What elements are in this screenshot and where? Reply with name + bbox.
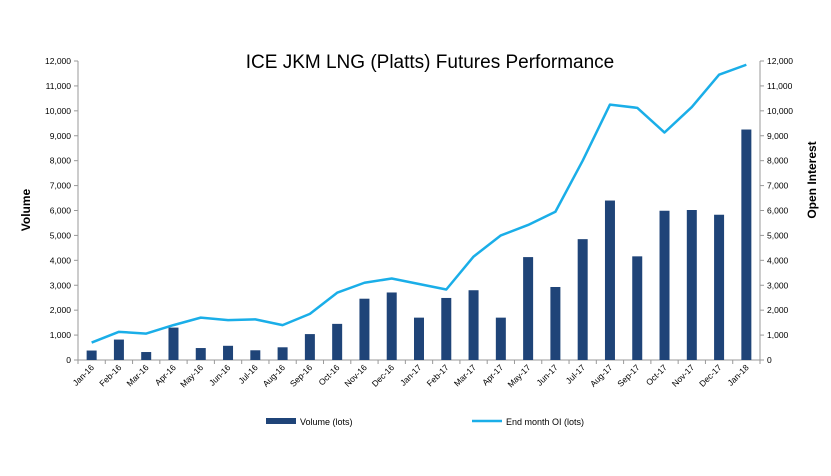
bar-volume — [168, 327, 179, 360]
y-tick-label-right: 2,000 — [767, 305, 789, 315]
legend-swatch-volume — [266, 418, 296, 424]
legend: Volume (lots) End month OI (lots) — [266, 417, 584, 427]
x-tick-label: May-17 — [505, 362, 532, 389]
x-tick-label: Jun-16 — [207, 362, 233, 388]
y-axis-left-label: Volume — [19, 188, 33, 231]
y-tick-label-left: 8,000 — [50, 156, 72, 166]
x-tick-label: Feb-17 — [425, 362, 451, 388]
bar-volume — [659, 210, 670, 360]
bar-volume — [223, 345, 234, 360]
x-tick-label: Jul-17 — [564, 362, 588, 386]
y-tick-label-right: 12,000 — [767, 56, 793, 66]
bar-volume — [195, 348, 206, 360]
bar-volume — [632, 256, 643, 360]
y-tick-label-right: 9,000 — [767, 131, 789, 141]
legend-label-volume: Volume (lots) — [300, 417, 353, 427]
x-tick-label: Jun-17 — [534, 362, 560, 388]
y-tick-label-right: 7,000 — [767, 181, 789, 191]
y-tick-label-left: 11,000 — [46, 81, 72, 91]
x-tick-label: Dec-16 — [370, 362, 397, 389]
y-tick-label-left: 10,000 — [45, 106, 71, 116]
y-axis-right-label: Open Interest — [805, 141, 819, 218]
y-tick-label-left: 7,000 — [50, 181, 72, 191]
bar-volume — [359, 298, 370, 360]
bar-volume — [113, 339, 124, 360]
y-tick-label-left: 0 — [66, 355, 71, 365]
y-tick-label-left: 1,000 — [50, 330, 72, 340]
line-open-interest — [91, 63, 747, 344]
bar-volume — [441, 297, 452, 360]
bar-volume — [250, 350, 261, 360]
y-tick-label-right: 8,000 — [767, 156, 789, 166]
x-tick-label: Nov-17 — [670, 362, 697, 389]
bar-volume — [550, 286, 561, 360]
y-tick-label-left: 9,000 — [50, 131, 72, 141]
bar-volume — [304, 334, 315, 360]
x-tick-label: May-16 — [178, 362, 205, 389]
bar-volume — [714, 214, 725, 360]
bar-volume — [604, 200, 615, 360]
x-tick-label: Sep-16 — [288, 362, 315, 389]
y-tick-label-right: 5,000 — [767, 230, 789, 240]
x-tick-label: Oct-16 — [316, 362, 341, 387]
y-tick-label-left: 6,000 — [50, 206, 72, 216]
bar-volume — [386, 292, 397, 360]
bar-volume — [86, 350, 97, 360]
y-tick-label-right: 6,000 — [767, 206, 789, 216]
x-tick-label: Jan-17 — [398, 362, 424, 388]
y-tick-label-right: 0 — [767, 355, 772, 365]
bar-volume — [495, 317, 506, 360]
bar-volume — [141, 352, 152, 360]
x-tick-label: Dec-17 — [697, 362, 724, 389]
bar-volume — [741, 129, 752, 360]
x-tick-label: Apr-17 — [480, 362, 505, 387]
x-tick-label: Apr-16 — [153, 362, 178, 387]
y-tick-label-right: 4,000 — [767, 255, 789, 265]
y-tick-label-left: 5,000 — [50, 230, 72, 240]
x-tick-label: Aug-16 — [261, 362, 288, 389]
y-tick-label-right: 1,000 — [767, 330, 789, 340]
legend-label-oi: End month OI (lots) — [506, 417, 584, 427]
bar-volume — [686, 210, 697, 360]
x-tick-label: Aug-17 — [588, 362, 615, 389]
x-tick-label: Feb-16 — [97, 362, 123, 388]
x-tick-label: Sep-17 — [615, 362, 642, 389]
bar-volume — [277, 347, 288, 360]
bar-volume — [468, 290, 479, 360]
x-tick-label: Jan-16 — [71, 362, 97, 388]
y-tick-label-left: 3,000 — [50, 280, 72, 290]
bar-volume — [523, 257, 534, 360]
x-tick-label: Jan-18 — [725, 362, 751, 388]
bar-volume — [332, 323, 343, 360]
bar-volume — [414, 317, 424, 360]
x-tick-label: Mar-16 — [124, 362, 150, 388]
x-tick-label: Mar-17 — [452, 362, 478, 388]
y-tick-label-right: 3,000 — [767, 280, 789, 290]
x-tick-label: Nov-16 — [342, 362, 369, 389]
chart-title: ICE JKM LNG (Platts) Futures Performance — [246, 52, 615, 73]
y-tick-label-right: 10,000 — [767, 106, 793, 116]
y-tick-label-right: 11,000 — [767, 81, 793, 91]
y-tick-label-left: 4,000 — [50, 255, 72, 265]
x-tick-label: Oct-17 — [644, 362, 669, 387]
bar-volume — [577, 239, 588, 360]
y-tick-label-left: 2,000 — [50, 305, 72, 315]
x-tick-label: Jul-16 — [236, 362, 260, 386]
y-tick-label-left: 12,000 — [45, 56, 71, 66]
